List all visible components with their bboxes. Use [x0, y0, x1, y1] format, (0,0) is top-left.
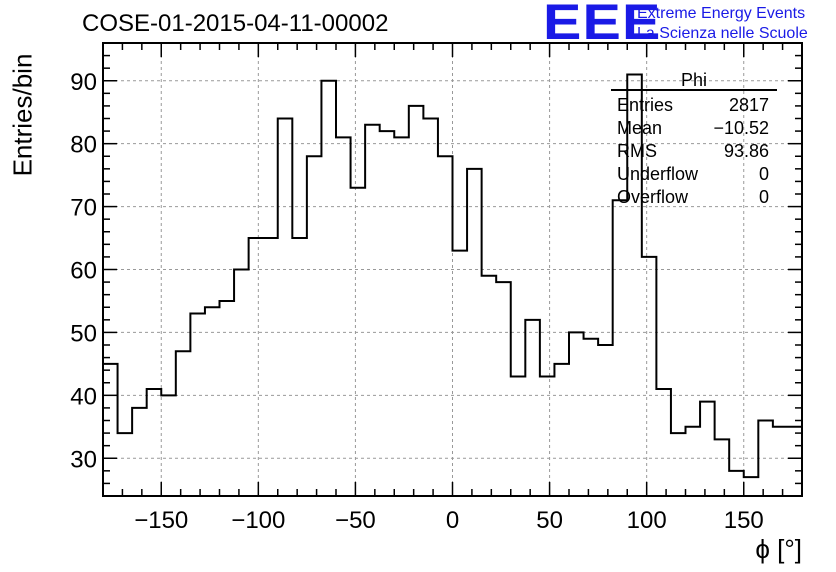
y-tick-label: 60	[70, 258, 97, 285]
x-tick-label: 150	[724, 507, 764, 534]
histogram-bin	[715, 439, 730, 496]
x-tick-label: −100	[231, 507, 285, 534]
y-tick-label: 40	[70, 383, 97, 410]
x-tick-label: 100	[627, 507, 667, 534]
stats-row: Entries 2817	[611, 94, 777, 117]
histogram-bin	[321, 81, 336, 496]
histogram-bin	[132, 408, 147, 496]
histogram-bin	[118, 433, 133, 496]
histogram-bin	[190, 314, 205, 496]
stats-label: Entries	[617, 95, 674, 115]
stats-row: Underflow 0	[611, 163, 777, 186]
y-tick-label: 70	[70, 195, 97, 222]
stats-label: Overflow	[617, 187, 689, 207]
stats-value: −10.52	[713, 118, 769, 138]
histogram-bin	[482, 276, 497, 496]
histogram-bin	[758, 421, 773, 497]
histogram-bin	[176, 351, 191, 496]
x-axis-label: ϕ [°]	[755, 534, 802, 564]
y-tick-label: 90	[70, 69, 97, 96]
histogram-bin	[496, 282, 511, 496]
histogram-bin	[409, 106, 424, 496]
stats-value: 93.86	[723, 141, 769, 161]
histogram-bin	[540, 376, 555, 496]
histogram-bin	[671, 433, 686, 496]
y-tick-label: 30	[70, 446, 97, 473]
histogram-bin	[686, 427, 701, 496]
stats-row: Mean −10.52	[611, 117, 777, 140]
histogram-bin	[380, 131, 395, 496]
histogram-bin	[569, 332, 584, 496]
x-tick-label: −50	[335, 507, 376, 534]
eee-logo-mark: EEE	[543, 0, 662, 50]
stats-label: Underflow	[617, 164, 699, 184]
histogram-bin	[351, 188, 366, 496]
stats-label: Mean	[617, 118, 663, 138]
stats-value: 0	[758, 164, 769, 184]
stats-row: Overflow 0	[611, 186, 777, 209]
histogram-bin	[336, 137, 351, 496]
x-tick-label: 0	[446, 507, 459, 534]
histogram-bin	[307, 156, 322, 496]
histogram-bin	[613, 200, 628, 496]
histogram-bin	[292, 238, 307, 496]
stats-title: Phi	[611, 71, 777, 91]
histogram-bin	[642, 257, 657, 496]
histogram-bin	[584, 339, 599, 496]
eee-logo-text: Extreme Energy Events La Scienza nelle S…	[637, 4, 808, 44]
x-tick-label: 50	[536, 507, 563, 534]
histogram-bin	[394, 137, 409, 496]
histogram-bin	[147, 389, 162, 496]
histogram-bin	[453, 251, 468, 496]
histogram-bin	[744, 477, 759, 496]
histogram-bin	[205, 307, 220, 496]
logo-line-2: La Scienza nelle Scuole	[637, 25, 808, 42]
histogram-bin	[773, 427, 788, 496]
histogram-bin	[511, 376, 526, 496]
histogram-bin	[234, 270, 249, 497]
histogram-bin	[423, 119, 438, 497]
y-tick-label: 80	[70, 132, 97, 159]
histogram-bin	[263, 238, 278, 496]
histogram-bin	[278, 119, 293, 497]
histogram-bin	[220, 301, 235, 496]
histogram-bin	[656, 389, 671, 496]
logo-line-1: Extreme Energy Events	[637, 5, 806, 22]
histogram-bin	[467, 169, 482, 496]
histogram-bin	[438, 156, 453, 496]
histogram-bin	[249, 238, 264, 496]
histogram-bin	[365, 125, 380, 496]
histogram-bin	[729, 471, 744, 496]
histogram-bin	[554, 364, 569, 496]
y-tick-label: 50	[70, 320, 97, 347]
histogram-bin	[700, 402, 715, 496]
stats-label: RMS	[617, 141, 657, 161]
x-tick-label: −150	[134, 507, 188, 534]
stats-value: 0	[758, 187, 769, 207]
stats-row: RMS 93.86	[611, 140, 777, 163]
histogram-bin	[103, 364, 118, 496]
histogram-bin	[787, 427, 802, 496]
histogram-bin	[161, 395, 176, 496]
stats-value: 2817	[728, 95, 769, 115]
histogram-series	[103, 73, 803, 479]
histogram-bin	[598, 345, 613, 496]
stats-box: Phi Entries 2817 Mean −10.52 RMS 93.86 Underfl…	[611, 71, 777, 209]
histogram-bin	[525, 320, 540, 496]
chart-title: COSE-01-2015-04-11-00002	[82, 10, 389, 37]
